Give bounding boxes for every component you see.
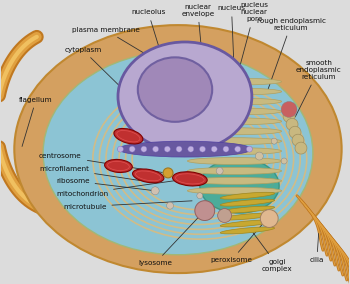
Ellipse shape <box>187 78 282 85</box>
Ellipse shape <box>187 178 282 184</box>
Ellipse shape <box>187 138 282 145</box>
Text: microfilament: microfilament <box>39 166 152 182</box>
Circle shape <box>153 146 159 152</box>
Text: nucleus: nucleus <box>218 5 246 77</box>
Ellipse shape <box>187 158 282 164</box>
Circle shape <box>256 152 263 160</box>
Text: rough endoplasmic
reticulum: rough endoplasmic reticulum <box>257 18 326 89</box>
Circle shape <box>283 110 295 122</box>
Circle shape <box>188 146 194 152</box>
Text: nuclear
envelope: nuclear envelope <box>181 4 215 104</box>
Ellipse shape <box>220 192 275 199</box>
Text: centrosome: centrosome <box>39 153 162 172</box>
Ellipse shape <box>105 159 132 172</box>
Text: flagellum: flagellum <box>19 97 53 147</box>
Ellipse shape <box>14 25 342 273</box>
Text: smooth
endoplasmic
reticulum: smooth endoplasmic reticulum <box>295 60 342 117</box>
Circle shape <box>211 146 217 152</box>
Text: nucleus
nuclear
pore: nucleus nuclear pore <box>218 2 268 147</box>
Circle shape <box>289 126 301 138</box>
Text: lysosome: lysosome <box>138 213 203 266</box>
Ellipse shape <box>114 128 143 144</box>
Text: mitochondrion: mitochondrion <box>56 179 185 197</box>
Ellipse shape <box>118 141 252 157</box>
Ellipse shape <box>220 206 275 213</box>
Ellipse shape <box>220 227 275 234</box>
Circle shape <box>129 146 135 152</box>
Circle shape <box>271 138 277 144</box>
Circle shape <box>141 146 147 152</box>
Circle shape <box>295 142 307 154</box>
Text: cilia: cilia <box>310 233 324 263</box>
Ellipse shape <box>187 128 282 135</box>
Ellipse shape <box>43 51 313 255</box>
Text: golgi
complex: golgi complex <box>253 233 293 272</box>
Circle shape <box>216 168 223 174</box>
Ellipse shape <box>133 169 164 183</box>
Ellipse shape <box>187 168 282 174</box>
Circle shape <box>164 146 170 152</box>
Circle shape <box>260 210 278 227</box>
Ellipse shape <box>187 108 282 115</box>
Ellipse shape <box>173 172 207 186</box>
Text: peroxisome: peroxisome <box>211 221 265 263</box>
Circle shape <box>223 146 229 152</box>
Ellipse shape <box>187 187 282 194</box>
Circle shape <box>167 202 174 209</box>
Ellipse shape <box>118 42 252 151</box>
Text: ribosome: ribosome <box>56 178 152 191</box>
Circle shape <box>281 101 297 117</box>
Circle shape <box>235 146 241 152</box>
Circle shape <box>163 168 173 178</box>
Ellipse shape <box>220 220 275 227</box>
Circle shape <box>195 201 215 220</box>
Text: cytoplasm: cytoplasm <box>64 47 128 95</box>
Circle shape <box>118 146 124 152</box>
Circle shape <box>281 158 287 164</box>
Circle shape <box>199 146 205 152</box>
Circle shape <box>151 187 159 195</box>
Ellipse shape <box>187 88 282 95</box>
Ellipse shape <box>220 213 275 220</box>
Ellipse shape <box>200 158 279 213</box>
Text: microtubule: microtubule <box>63 201 192 210</box>
Ellipse shape <box>187 98 282 105</box>
Ellipse shape <box>220 199 275 206</box>
Circle shape <box>197 193 203 199</box>
Ellipse shape <box>187 118 282 125</box>
Circle shape <box>292 134 304 146</box>
Circle shape <box>218 209 232 222</box>
Circle shape <box>286 118 298 130</box>
Circle shape <box>246 146 252 152</box>
Ellipse shape <box>187 148 282 154</box>
Text: nucleolus: nucleolus <box>131 9 167 74</box>
Text: plasma membrane: plasma membrane <box>72 27 153 59</box>
Ellipse shape <box>138 57 212 122</box>
Circle shape <box>176 146 182 152</box>
